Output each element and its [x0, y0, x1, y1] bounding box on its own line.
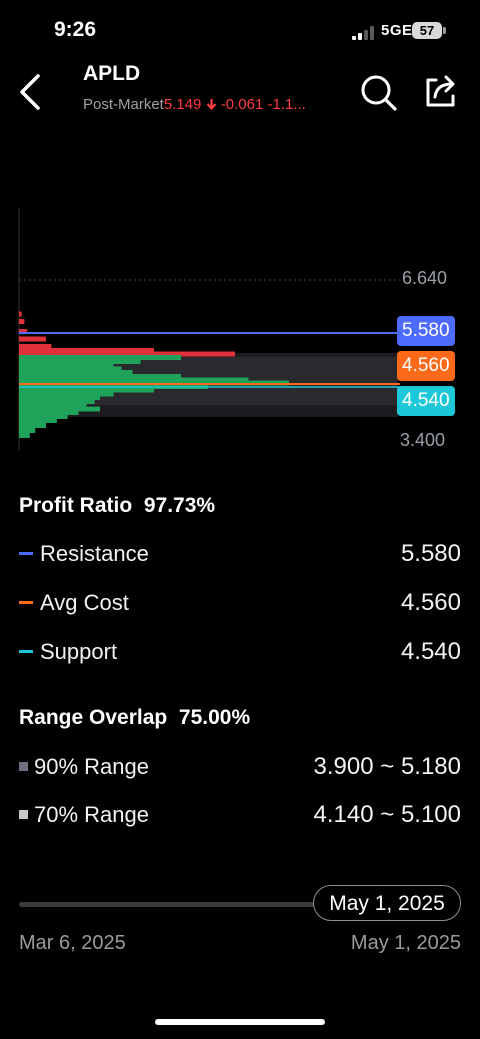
profit-ratio-value: 97.73% — [143, 494, 216, 517]
distribution-bar — [19, 348, 154, 353]
support-label: Support — [40, 639, 118, 664]
date-slider-handle[interactable]: May 1, 2025 — [313, 885, 461, 921]
range-70-legend-square — [19, 809, 28, 819]
distribution-bar — [19, 329, 28, 334]
range-70-row: 70% Range — [19, 802, 149, 828]
distribution-bar — [19, 374, 181, 379]
status-time: 9:26 — [54, 18, 97, 41]
range-70-value: 4.140 ~ 5.100 — [313, 801, 461, 828]
distribution-bar — [19, 418, 57, 423]
range-90-row: 90% Range — [19, 754, 149, 780]
distribution-bar — [19, 370, 133, 375]
post-market-change: -0.061 — [220, 96, 264, 113]
range-70-label: 70% Range — [34, 802, 149, 827]
distribution-bar — [19, 395, 100, 400]
distribution-bar — [19, 336, 46, 342]
distribution-bar — [19, 410, 79, 415]
resistance-label: Resistance — [40, 541, 149, 566]
date-range-end: May 1, 2025 — [350, 932, 461, 954]
distribution-bar — [19, 377, 249, 383]
distribution-bar — [19, 311, 22, 317]
range-overlap: Range Overlap 75.00% — [19, 706, 250, 730]
distribution-bar — [19, 433, 30, 438]
distribution-bar — [19, 414, 68, 419]
distribution-plot — [18, 208, 400, 450]
avg-cost-value: 4.560 — [400, 589, 461, 616]
range-90-label: 90% Range — [34, 754, 149, 779]
distribution-bar — [19, 319, 25, 324]
ticker-symbol: APLD — [83, 62, 141, 85]
battery-icon: 57 — [412, 22, 442, 39]
avg-cost-legend-dash — [19, 600, 33, 604]
chip-distribution-chart: 6.640 5.580 4.560 4.540 3.400 — [0, 200, 480, 460]
distribution-bar — [19, 428, 36, 433]
distribution-bar — [19, 363, 114, 368]
distribution-bar — [19, 406, 100, 412]
search-icon[interactable] — [360, 74, 398, 112]
resistance-legend-dash — [19, 551, 33, 555]
support-row: Support — [19, 639, 117, 665]
support-legend-dash — [19, 649, 33, 653]
avg-cost-tag: 4.560 — [397, 351, 455, 381]
network-label: 5GE — [381, 22, 413, 39]
distribution-bar — [19, 423, 46, 428]
range-overlap-label: Range Overlap — [19, 706, 168, 729]
distribution-bar — [19, 366, 122, 372]
support-value: 4.540 — [400, 638, 461, 665]
post-market-quote: Post-Market5.149 -0.061 -1.1... — [83, 96, 306, 113]
range-overlap-value: 75.00% — [178, 706, 251, 729]
axis-high-label: 6.640 — [402, 268, 448, 288]
date-slider-track[interactable] — [19, 902, 319, 907]
profit-ratio-label: Profit Ratio — [19, 494, 133, 517]
profit-ratio: Profit Ratio 97.73% — [19, 494, 215, 518]
resistance-row: Resistance — [19, 541, 149, 567]
arrow-down-icon — [206, 99, 216, 111]
resistance-tag: 5.580 — [397, 316, 455, 346]
distribution-bar — [19, 387, 154, 393]
post-market-price: 5.149 — [163, 96, 202, 113]
range-90-legend-square — [19, 761, 28, 771]
distribution-bar — [19, 351, 235, 357]
distribution-bar — [19, 403, 87, 408]
axis-low-label: 3.400 — [400, 430, 446, 450]
chevron-left-icon[interactable] — [16, 72, 46, 112]
distribution-bar — [19, 359, 141, 364]
signal-icon — [352, 26, 374, 40]
date-range-start: Mar 6, 2025 — [19, 932, 126, 954]
distribution-bar — [19, 399, 95, 404]
support-tag: 4.540 — [397, 386, 455, 416]
avg-cost-label: Avg Cost — [40, 590, 129, 615]
post-market-change-pct: -1.1... — [267, 96, 306, 113]
share-icon[interactable] — [422, 72, 460, 110]
range-90-value: 3.900 ~ 5.180 — [313, 753, 461, 780]
distribution-bar — [19, 355, 181, 360]
session-label: Post-Market — [83, 96, 164, 113]
resistance-value: 5.580 — [400, 540, 461, 567]
home-indicator[interactable] — [155, 1019, 325, 1025]
distribution-bar — [19, 391, 114, 397]
avg-cost-row: Avg Cost — [19, 590, 129, 616]
battery-nub — [443, 27, 446, 34]
distribution-bar — [19, 344, 52, 349]
